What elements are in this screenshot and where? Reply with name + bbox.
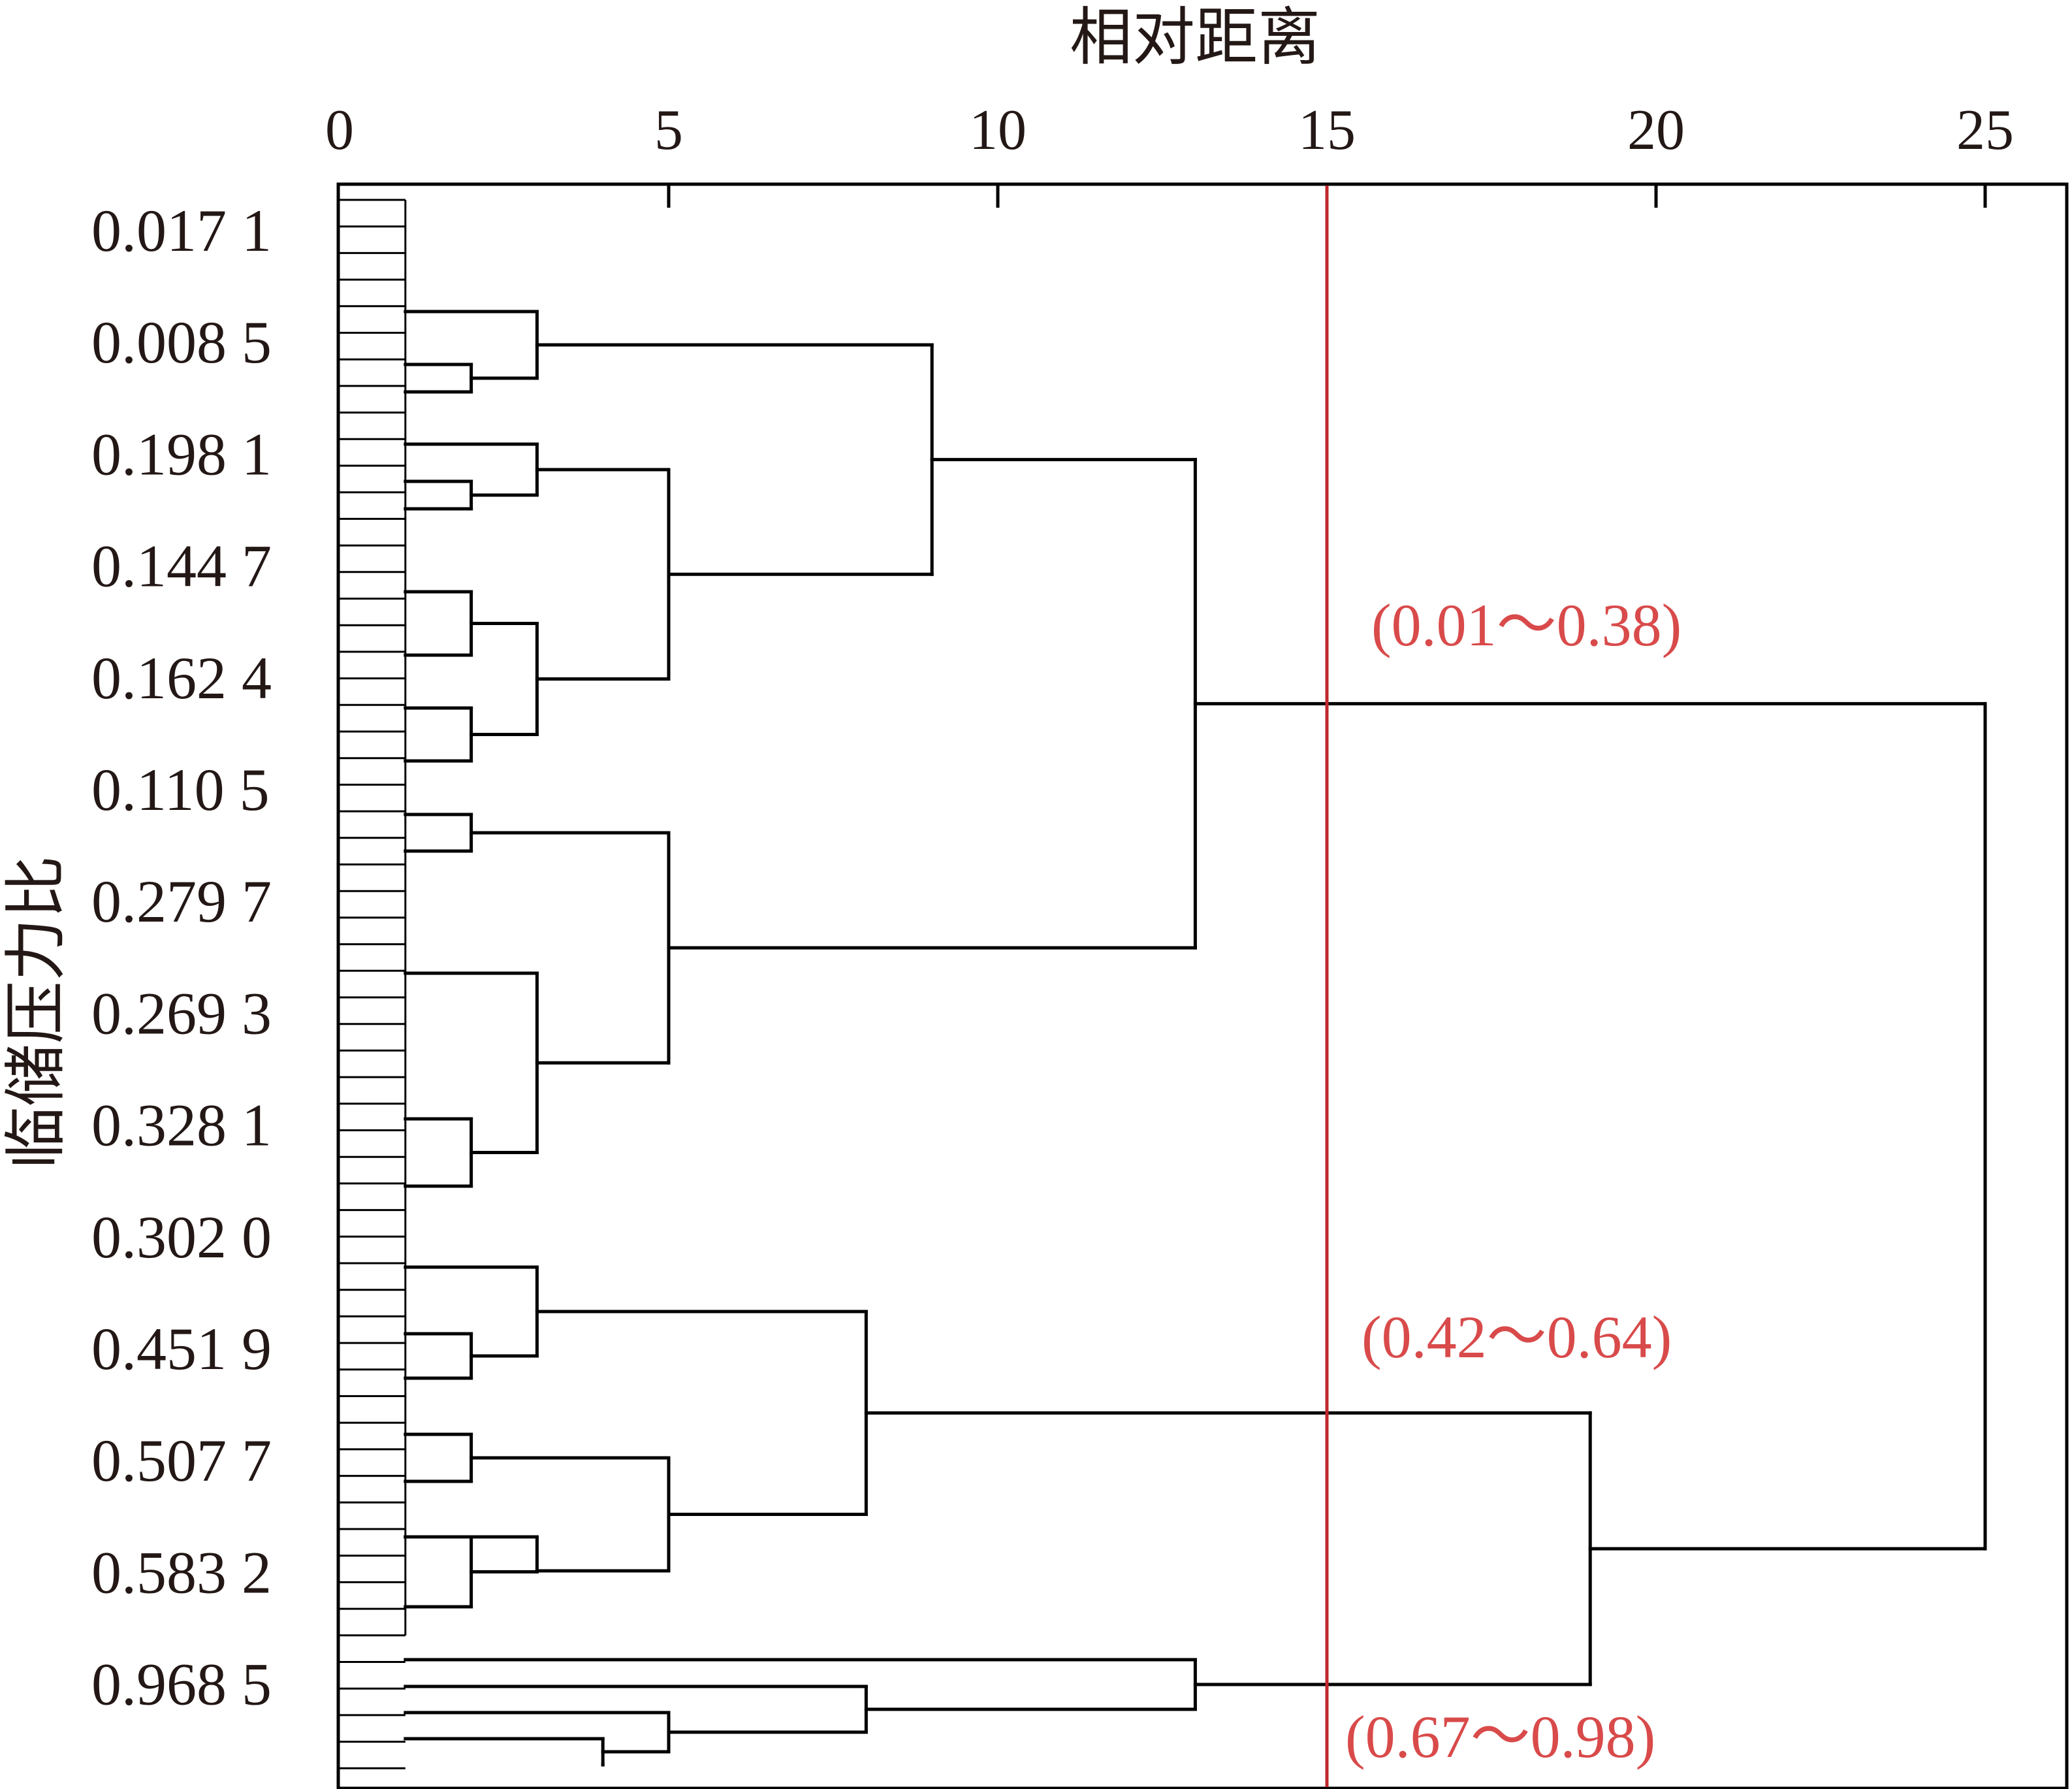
row-label: 0.302 0 xyxy=(91,1204,272,1270)
cluster-range-label: (0.42～0.64) xyxy=(1362,1304,1672,1370)
dendrogram-leaves xyxy=(340,199,407,1769)
x-tick-label: 10 xyxy=(969,99,1027,162)
cluster-range-label: (0.01～0.38) xyxy=(1371,592,1682,658)
row-label: 0.328 1 xyxy=(91,1092,272,1159)
x-tick-label: 25 xyxy=(1956,99,2014,162)
plot-frame xyxy=(336,182,2069,1789)
row-label: 0.507 7 xyxy=(91,1427,272,1494)
row-label: 0.110 5 xyxy=(91,756,270,823)
cluster-range-label: (0.67～0.98) xyxy=(1345,1703,1655,1770)
row-label: 0.008 5 xyxy=(91,309,272,376)
row-label: 0.198 1 xyxy=(91,421,272,487)
x-axis-ticks: 0 5 10 15 20 25 xyxy=(325,99,2014,162)
row-label: 0.279 7 xyxy=(91,868,272,935)
x-tick-label: 0 xyxy=(325,99,354,162)
x-axis-title: 相对距离 xyxy=(1070,1,1320,74)
row-label: 0.583 2 xyxy=(91,1539,272,1605)
row-label: 0.269 3 xyxy=(91,980,272,1046)
row-label: 0.017 1 xyxy=(91,197,272,264)
row-labels: 0.017 1 0.008 5 0.198 1 0.144 7 0.162 4 … xyxy=(91,197,272,1718)
row-label: 0.144 7 xyxy=(91,533,272,600)
x-tick-label: 5 xyxy=(654,99,683,162)
x-tick-label: 20 xyxy=(1627,99,1685,162)
y-axis-title: 临储压力比 xyxy=(0,856,72,1169)
x-tick-label: 15 xyxy=(1298,99,1356,162)
row-label: 0.451 9 xyxy=(91,1315,272,1382)
row-label: 0.162 4 xyxy=(91,645,272,711)
dendrogram-branches xyxy=(404,310,1987,1767)
row-label: 0.968 5 xyxy=(91,1651,272,1718)
